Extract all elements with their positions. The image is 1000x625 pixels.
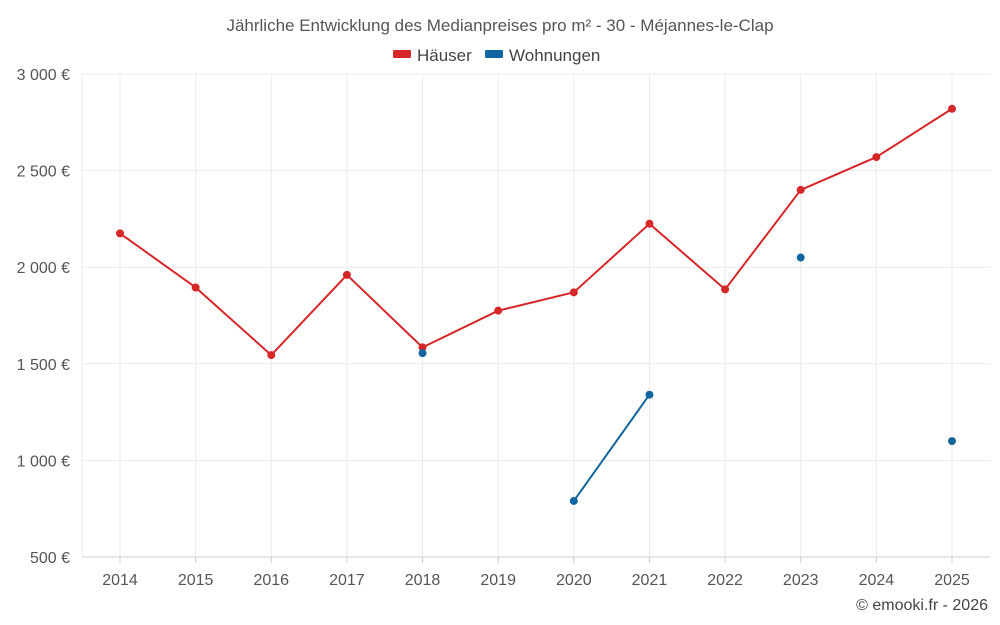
legend-swatch-wohnungen [485, 50, 503, 58]
y-tick-label: 3 000 € [17, 67, 70, 84]
y-tick-label: 1 000 € [17, 453, 70, 470]
x-tick-label: 2016 [253, 572, 289, 589]
x-tick-label: 2023 [783, 572, 819, 589]
x-tick-label: 2019 [480, 572, 516, 589]
x-tick-label: 2018 [405, 572, 441, 589]
series-line-segment-haeuser [119, 232, 197, 289]
x-tick-label: 2025 [934, 572, 970, 589]
legend: Häuser Wohnungen [393, 46, 600, 65]
data-point-haeuser-2022[interactable] [721, 285, 730, 294]
data-point-wohnungen-2023[interactable] [796, 253, 805, 262]
series-line-segment-haeuser [875, 107, 953, 159]
data-point-haeuser-2023[interactable] [796, 185, 805, 194]
y-tick-label: 1 500 € [17, 357, 70, 374]
series-line-segment-haeuser [270, 273, 348, 357]
x-tick-label: 2020 [556, 572, 592, 589]
data-point-haeuser-2014[interactable] [116, 229, 124, 238]
data-point-haeuser-2024[interactable] [872, 153, 881, 162]
series-layer [116, 104, 956, 505]
x-tick-label: 2024 [859, 572, 895, 589]
legend-label-haeuser[interactable]: Häuser [417, 46, 472, 65]
series-line-segment-haeuser [648, 222, 727, 291]
data-point-haeuser-2020[interactable] [569, 288, 578, 297]
data-point-haeuser-2025[interactable] [948, 104, 956, 113]
x-tick-label: 2015 [178, 572, 214, 589]
x-tick-label: 2014 [102, 572, 138, 589]
data-point-wohnungen-2018[interactable] [418, 349, 427, 358]
series-line-segment-haeuser [421, 309, 500, 349]
series-line-segment-haeuser [724, 188, 802, 291]
series-line-segment-haeuser [572, 222, 651, 294]
data-point-wohnungen-2021[interactable] [645, 390, 654, 399]
y-tick-label: 500 € [30, 550, 70, 567]
series-wohnungen [418, 253, 956, 505]
data-point-wohnungen-2020[interactable] [569, 496, 578, 505]
legend-swatch-haeuser [393, 50, 411, 58]
data-point-haeuser-2021[interactable] [645, 219, 654, 228]
data-point-haeuser-2016[interactable] [267, 351, 276, 360]
x-axis: 2014 2015 2016 2017 2018 2019 2020 2021 2022 2023… [82, 556, 990, 589]
data-point-haeuser-2017[interactable] [342, 270, 351, 279]
data-point-wohnungen-2025[interactable] [948, 437, 956, 446]
x-tick-label: 2017 [329, 572, 365, 589]
series-line-segment-haeuser [799, 156, 878, 191]
series-line-segment-haeuser [497, 291, 575, 312]
legend-label-wohnungen[interactable]: Wohnungen [509, 46, 600, 65]
chart-title: Jährliche Entwicklung des Medianpreises … [226, 16, 773, 35]
series-haeuser [116, 104, 956, 360]
x-tick-label: 2022 [707, 572, 743, 589]
y-tick-label: 2 000 € [17, 260, 70, 277]
series-line-segment-wohnungen [572, 393, 651, 502]
grid [81, 73, 990, 558]
series-line-segment-haeuser [194, 286, 273, 357]
data-point-haeuser-2015[interactable] [191, 283, 200, 292]
y-axis: 500 € 1 000 € 1 500 € 2 000 € 2 500 € 3 000 € [17, 67, 70, 567]
y-tick-label: 2 500 € [17, 164, 70, 181]
series-line-segment-haeuser [345, 273, 424, 349]
credit-text: © emooki.fr - 2026 [856, 597, 988, 614]
data-point-haeuser-2019[interactable] [494, 306, 503, 315]
data-point-haeuser-2018[interactable] [418, 343, 427, 352]
x-tick-label: 2021 [632, 572, 668, 589]
